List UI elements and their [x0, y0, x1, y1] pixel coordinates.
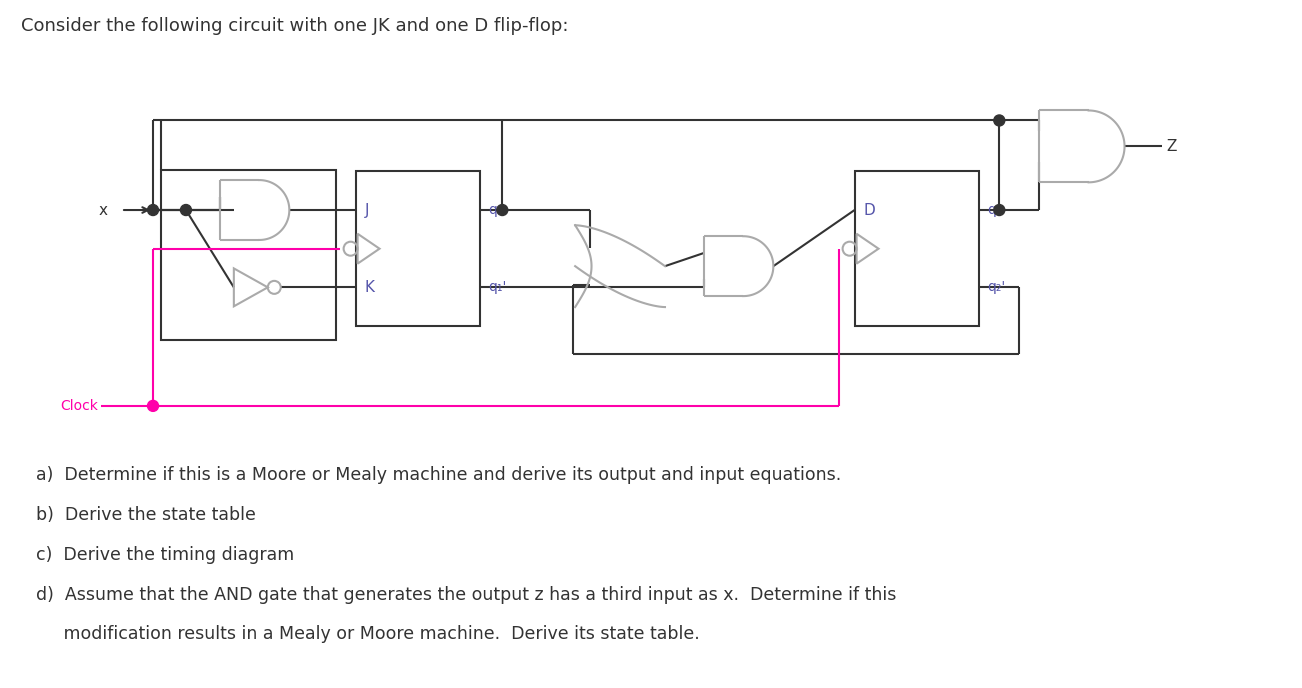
Text: Consider the following circuit with one JK and one D flip-flop:: Consider the following circuit with one …: [21, 17, 569, 34]
Text: K: K: [365, 280, 375, 295]
Circle shape: [181, 204, 191, 215]
Text: q₁: q₁: [488, 203, 503, 217]
Text: D: D: [863, 202, 875, 217]
Text: q₂': q₂': [987, 281, 1005, 294]
Circle shape: [147, 204, 159, 215]
Circle shape: [147, 400, 159, 411]
Text: Z: Z: [1167, 139, 1177, 154]
Circle shape: [993, 204, 1005, 215]
Circle shape: [497, 204, 508, 215]
Text: d)  Assume that the AND gate that generates the output z has a third input as x.: d) Assume that the AND gate that generat…: [36, 585, 897, 603]
Text: J: J: [365, 202, 368, 217]
Text: c)  Derive the timing diagram: c) Derive the timing diagram: [36, 546, 294, 563]
Text: q₁': q₁': [488, 281, 506, 294]
Text: modification results in a Mealy or Moore machine.  Derive its state table.: modification results in a Mealy or Moore…: [36, 625, 700, 643]
Text: a)  Determine if this is a Moore or Mealy machine and derive its output and inpu: a) Determine if this is a Moore or Mealy…: [36, 466, 841, 484]
Bar: [161, 171, 336, 340]
Text: b)  Derive the state table: b) Derive the state table: [36, 506, 256, 524]
Bar: [355, 171, 480, 326]
Bar: [854, 171, 979, 326]
Circle shape: [993, 115, 1005, 126]
Text: Clock: Clock: [60, 399, 98, 413]
Text: x: x: [99, 202, 108, 217]
Text: q₂: q₂: [987, 203, 1001, 217]
